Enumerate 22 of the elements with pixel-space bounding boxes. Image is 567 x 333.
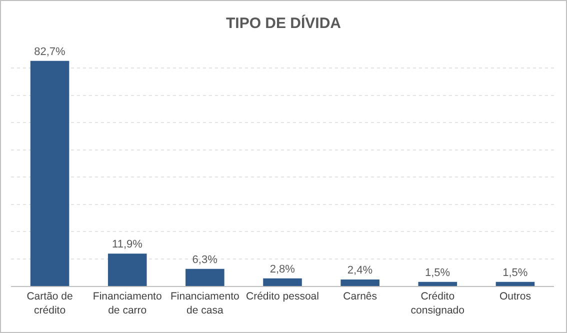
- data-label: 1,5%: [502, 266, 528, 279]
- bar: [30, 60, 70, 286]
- data-label: 6,3%: [192, 254, 218, 266]
- bar: [340, 279, 380, 286]
- data-label: 11,9%: [112, 238, 143, 251]
- x-tick-label: Outros: [499, 290, 531, 303]
- data-label: 1,5%: [425, 266, 450, 279]
- bar: [263, 278, 302, 286]
- bar: [186, 268, 224, 286]
- x-tick-label: Crédito consignado: [410, 290, 465, 316]
- bar: [496, 282, 535, 286]
- data-label: 82,7%: [34, 46, 66, 58]
- chart-title: TIPO DE DÍVIDA: [226, 14, 342, 32]
- x-tick-label: Crédito pessoal: [246, 290, 319, 303]
- x-tick-label: Financiamento de carro: [92, 290, 162, 316]
- bar: [108, 254, 147, 286]
- data-label: 2,8%: [270, 263, 296, 276]
- x-tick-label: Carnês: [343, 290, 377, 303]
- bar: [418, 282, 458, 286]
- x-tick-label: Cartão de crédito: [26, 290, 73, 316]
- data-label: 2,4%: [347, 264, 373, 276]
- x-tick-label: Financiamento de casa: [170, 290, 240, 316]
